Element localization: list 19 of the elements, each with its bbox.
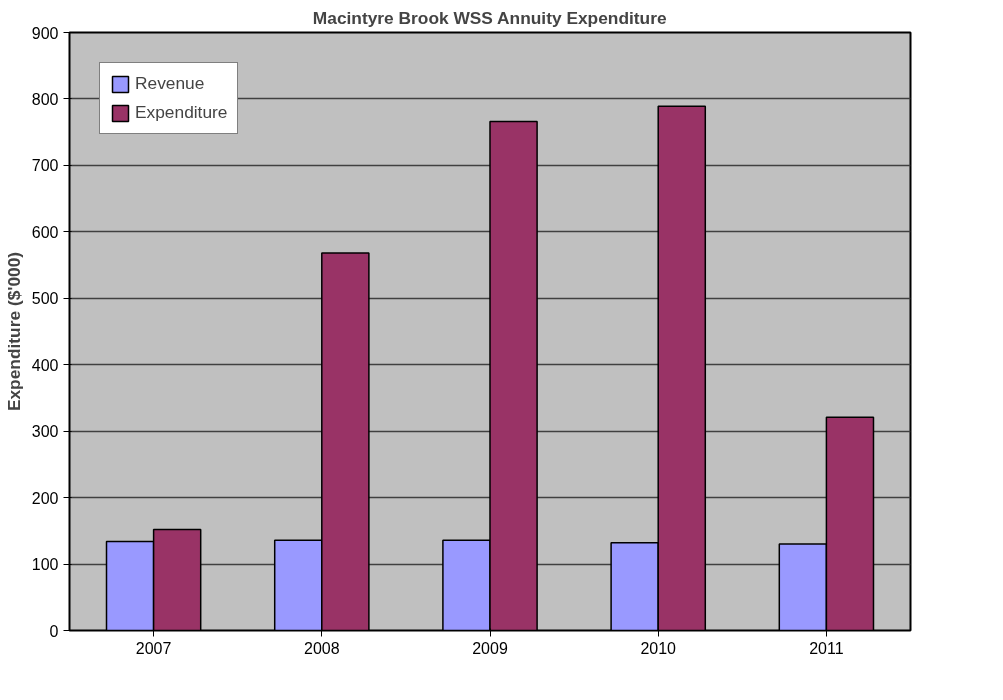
x-tick-label: 2008 bbox=[304, 639, 340, 657]
y-tick-label: 400 bbox=[31, 356, 59, 374]
y-tick-label: 600 bbox=[31, 223, 59, 241]
y-tick-label: 900 bbox=[31, 24, 59, 42]
x-tick-label: 2009 bbox=[472, 639, 508, 657]
y-tick-label: 100 bbox=[31, 556, 59, 574]
y-tick-label: 700 bbox=[31, 157, 59, 175]
y-tick-label: 300 bbox=[31, 423, 59, 441]
y-axis-title: Expenditure ($'000) bbox=[3, 251, 24, 412]
x-tick-label: 2010 bbox=[640, 639, 677, 657]
legend-label: Revenue bbox=[135, 73, 205, 94]
legend-label: Expenditure bbox=[135, 102, 228, 123]
y-tick-label: 800 bbox=[31, 90, 59, 108]
y-tick-label: 0 bbox=[49, 622, 59, 640]
x-tick-label: 2011 bbox=[809, 639, 844, 657]
chart-title: Macintyre Brook WSS Annuity Expenditure bbox=[312, 7, 667, 28]
x-tick-label: 2007 bbox=[135, 639, 172, 657]
y-tick-label: 200 bbox=[31, 489, 59, 507]
y-tick-label: 500 bbox=[31, 290, 59, 308]
